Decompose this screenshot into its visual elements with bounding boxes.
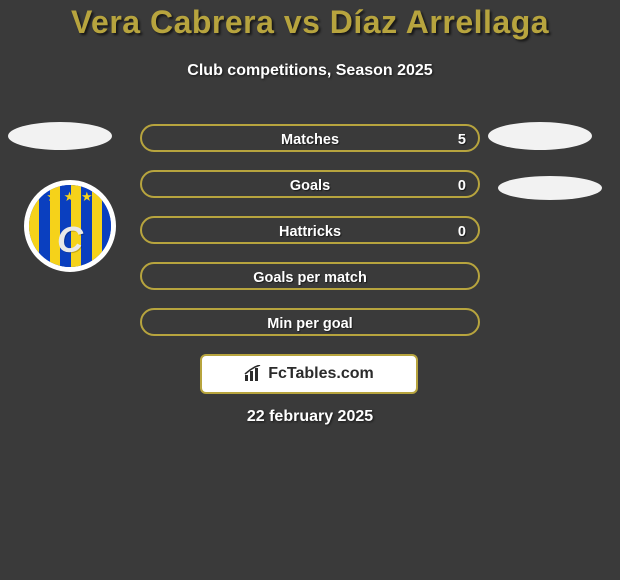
- fctables-badge: FcTables.com: [200, 354, 418, 394]
- fctables-label: FcTables.com: [268, 365, 374, 383]
- stat-rows: Matches5Goals0Hattricks0Goals per matchM…: [140, 124, 480, 354]
- date-text: 22 february 2025: [0, 408, 620, 426]
- page-title: Vera Cabrera vs Díaz Arrellaga: [0, 4, 620, 41]
- stat-row: Hattricks0: [140, 216, 480, 244]
- stat-row: Min per goal: [140, 308, 480, 336]
- stat-label: Matches: [142, 126, 478, 154]
- stat-label: Hattricks: [142, 218, 478, 246]
- player-right-avatar-top: [488, 122, 592, 150]
- stat-label: Goals per match: [142, 264, 478, 292]
- stat-label: Min per goal: [142, 310, 478, 338]
- player-left-avatar: [8, 122, 112, 150]
- club-badge-letter: C: [29, 219, 111, 261]
- bar-chart-icon: [244, 365, 264, 383]
- player-right-avatar-mid: [498, 176, 602, 200]
- club-badge-left: ★ ★ ★ C: [24, 180, 116, 272]
- stat-row: Goals0: [140, 170, 480, 198]
- stat-label: Goals: [142, 172, 478, 200]
- stat-row: Goals per match: [140, 262, 480, 290]
- stat-value-right: 0: [458, 172, 466, 200]
- page-subtitle: Club competitions, Season 2025: [0, 62, 620, 80]
- stat-value-right: 0: [458, 218, 466, 246]
- stat-value-right: 5: [458, 126, 466, 154]
- club-badge-stars: ★ ★ ★: [29, 189, 111, 205]
- comparison-infographic: Vera Cabrera vs Díaz Arrellaga Club comp…: [0, 0, 620, 580]
- stat-row: Matches5: [140, 124, 480, 152]
